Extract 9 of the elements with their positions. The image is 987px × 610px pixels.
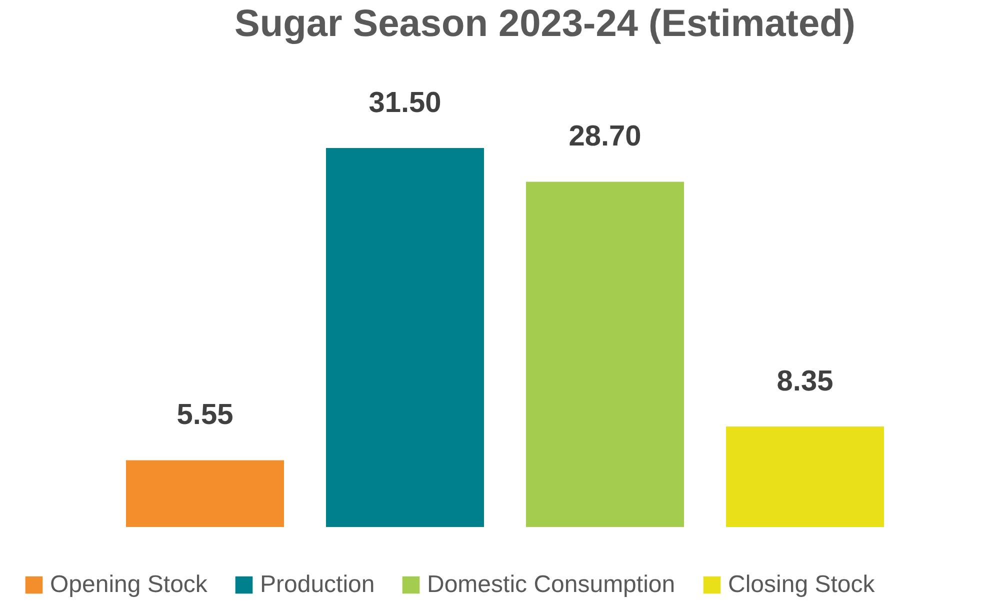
data-label: 8.35 [776,366,834,398]
legend-label: Closing Stock [728,571,876,598]
data-label: 31.50 [368,87,442,119]
legend-label: Opening Stock [50,571,208,598]
data-label: 28.70 [568,120,642,153]
legend-label: Domestic Consumption [427,571,676,598]
data-label: 5.55 [176,399,234,432]
chart-title: Sugar Season 2023-24 (Estimated) [234,3,856,45]
legend-label: Production [260,571,375,598]
